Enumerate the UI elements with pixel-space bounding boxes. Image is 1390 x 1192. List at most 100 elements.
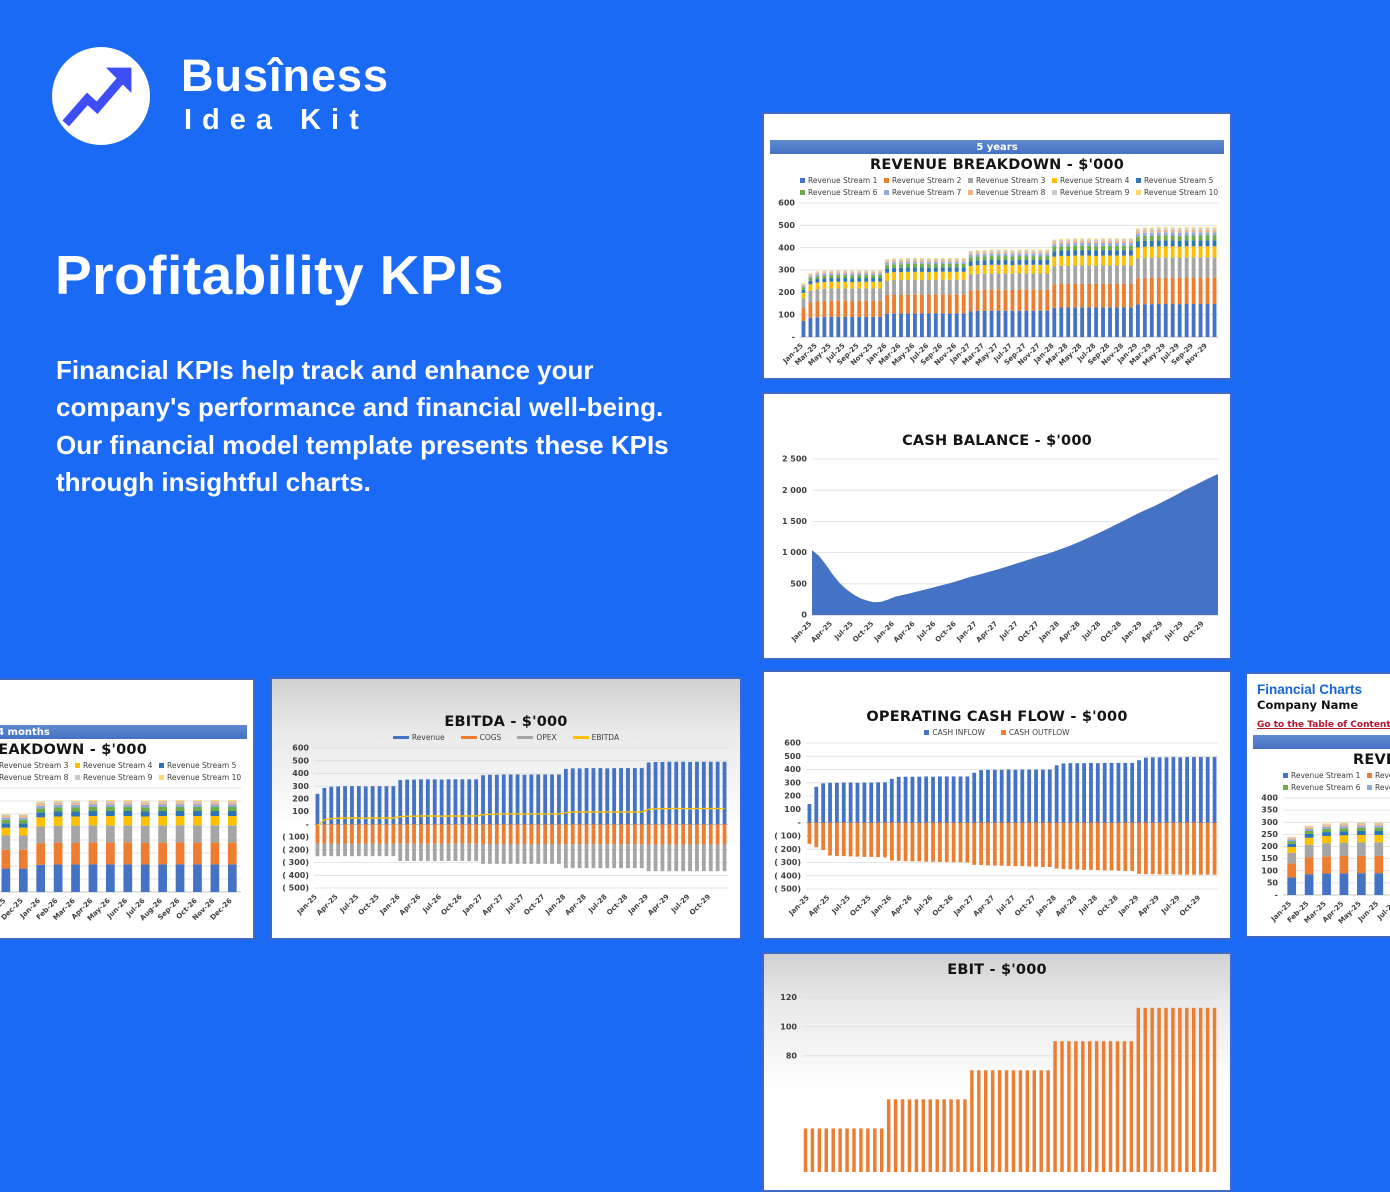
- legend-label: Revenue Stream 3: [0, 761, 68, 770]
- svg-text:-: -: [1275, 891, 1278, 900]
- legend-label: Revenue Stream 6: [808, 188, 877, 197]
- chart-title: OPERATING CASH FLOW - $'000: [764, 706, 1230, 725]
- period-header-bar: 5 years: [770, 140, 1224, 154]
- svg-text:100: 100: [784, 805, 801, 814]
- svg-text:( 400): ( 400): [774, 871, 801, 880]
- period-header-bar: 24 months: [0, 725, 247, 739]
- legend-marker: [1283, 773, 1288, 778]
- legend-label: Revenue Stream 4: [83, 761, 152, 770]
- legend-marker: [159, 763, 164, 768]
- revenue-breakdown-24m-chart: 40035030025020015010050-Jan-25Feb-25Mar-…: [0, 782, 249, 934]
- svg-text:500: 500: [292, 756, 309, 765]
- period-header-label: 5 years: [976, 142, 1017, 153]
- chart-title: REVENUE BREAKDOWN - $'000: [764, 154, 1230, 173]
- legend-label: Revenue Stream 8: [976, 188, 1045, 197]
- legend-item: Revenue Stream 2: [1367, 771, 1390, 780]
- svg-text:Oct-29: Oct-29: [1178, 894, 1202, 918]
- svg-text:600: 600: [292, 744, 309, 753]
- svg-text:Apr-29: Apr-29: [646, 893, 671, 918]
- legend-marker: [517, 736, 533, 739]
- svg-text:-: -: [306, 820, 309, 829]
- svg-text:300: 300: [292, 782, 309, 791]
- svg-text:150: 150: [1261, 854, 1278, 863]
- svg-text:Oct-25: Oct-25: [849, 894, 873, 918]
- brand-subname: Idea Kit: [184, 104, 369, 137]
- legend-label: Revenue Stream 1: [1291, 771, 1360, 780]
- legend-item: EBITDA: [573, 733, 619, 742]
- svg-text:Apr-27: Apr-27: [972, 894, 997, 919]
- legend-item: Revenue Stream 3: [968, 176, 1052, 185]
- svg-text:( 300): ( 300): [282, 858, 309, 867]
- svg-text:Apr-27: Apr-27: [481, 893, 506, 918]
- legend-marker: [1136, 178, 1141, 183]
- svg-text:Apr-25: Apr-25: [810, 620, 835, 645]
- legend-label: Revenue Stream 10: [1144, 188, 1218, 197]
- legend-item: Revenue: [393, 733, 445, 742]
- legend-item: Revenue Stream 7: [1367, 783, 1390, 792]
- svg-text:200: 200: [292, 795, 309, 804]
- svg-text:350: 350: [1261, 806, 1278, 815]
- svg-text:Jan-25: Jan-25: [295, 893, 319, 917]
- panel-revenue-breakdown-24m: 24 months REVENUE BREAKDOWN - $'000 Reve…: [0, 678, 255, 940]
- legend-item: Revenue Stream 9: [1052, 188, 1136, 197]
- legend-item: Revenue Stream 8: [0, 773, 75, 782]
- legend-item: Revenue Stream 3: [0, 761, 75, 770]
- legend-item: Revenue Stream 1: [800, 176, 884, 185]
- svg-text:( 500): ( 500): [774, 885, 801, 894]
- panel-operating-cash-flow: OPERATING CASH FLOW - $'000 CASH INFLOW C…: [762, 670, 1232, 940]
- chart-title: EBIT - $'000: [764, 959, 1230, 978]
- legend-marker: [1367, 785, 1372, 790]
- svg-text:( 100): ( 100): [774, 832, 801, 841]
- legend-marker: [924, 730, 929, 735]
- svg-text:120: 120: [780, 993, 797, 1002]
- svg-text:Oct-26: Oct-26: [440, 893, 464, 917]
- svg-text:Apr-28: Apr-28: [1054, 894, 1079, 919]
- legend-marker: [1052, 190, 1057, 195]
- svg-text:0: 0: [801, 611, 807, 620]
- legend-label: CASH INFLOW: [932, 728, 985, 737]
- legend-item: Revenue Stream 5: [1136, 176, 1220, 185]
- legend-item: Revenue Stream 9: [75, 773, 159, 782]
- legend-marker: [1283, 785, 1288, 790]
- svg-text:Oct-28: Oct-28: [605, 893, 629, 917]
- svg-text:( 200): ( 200): [282, 845, 309, 854]
- legend-marker: [1001, 730, 1006, 735]
- legend-marker: [968, 178, 973, 183]
- page-title: Profitability KPIs: [55, 243, 504, 307]
- svg-text:Apr-29: Apr-29: [1140, 620, 1165, 645]
- legend-item: COGS: [461, 733, 502, 742]
- chart-title: CASH BALANCE - $'000: [764, 430, 1230, 449]
- svg-text:400: 400: [778, 243, 795, 252]
- svg-text:300: 300: [1261, 818, 1278, 827]
- table-of-contents-link[interactable]: Go to the Table of Contents: [1257, 720, 1390, 730]
- legend-label: Revenue: [412, 733, 445, 742]
- legend-item: CASH OUTFLOW: [1001, 728, 1070, 737]
- legend-label: CASH OUTFLOW: [1009, 728, 1070, 737]
- svg-text:200: 200: [778, 288, 795, 297]
- svg-text:600: 600: [784, 739, 801, 748]
- svg-text:Jan-28: Jan-28: [1037, 620, 1061, 644]
- svg-text:-: -: [792, 333, 795, 342]
- legend-item: Revenue Stream 6: [800, 188, 884, 197]
- svg-text:Apr-27: Apr-27: [975, 620, 1000, 645]
- brand-name: Busîness: [181, 50, 389, 102]
- svg-text:Apr-26: Apr-26: [892, 620, 917, 645]
- legend-marker: [573, 736, 589, 739]
- svg-text:600: 600: [778, 199, 795, 208]
- svg-text:1 000: 1 000: [782, 548, 807, 557]
- legend-label: Revenue Stream 5: [1144, 176, 1213, 185]
- legend-marker: [1136, 190, 1141, 195]
- svg-text:400: 400: [1261, 794, 1278, 803]
- legend-label: Revenue Stream 8: [0, 773, 68, 782]
- svg-text:300: 300: [778, 266, 795, 275]
- legend-label: Revenue Stream 7: [892, 188, 961, 197]
- svg-text:Apr-29: Apr-29: [1137, 894, 1162, 919]
